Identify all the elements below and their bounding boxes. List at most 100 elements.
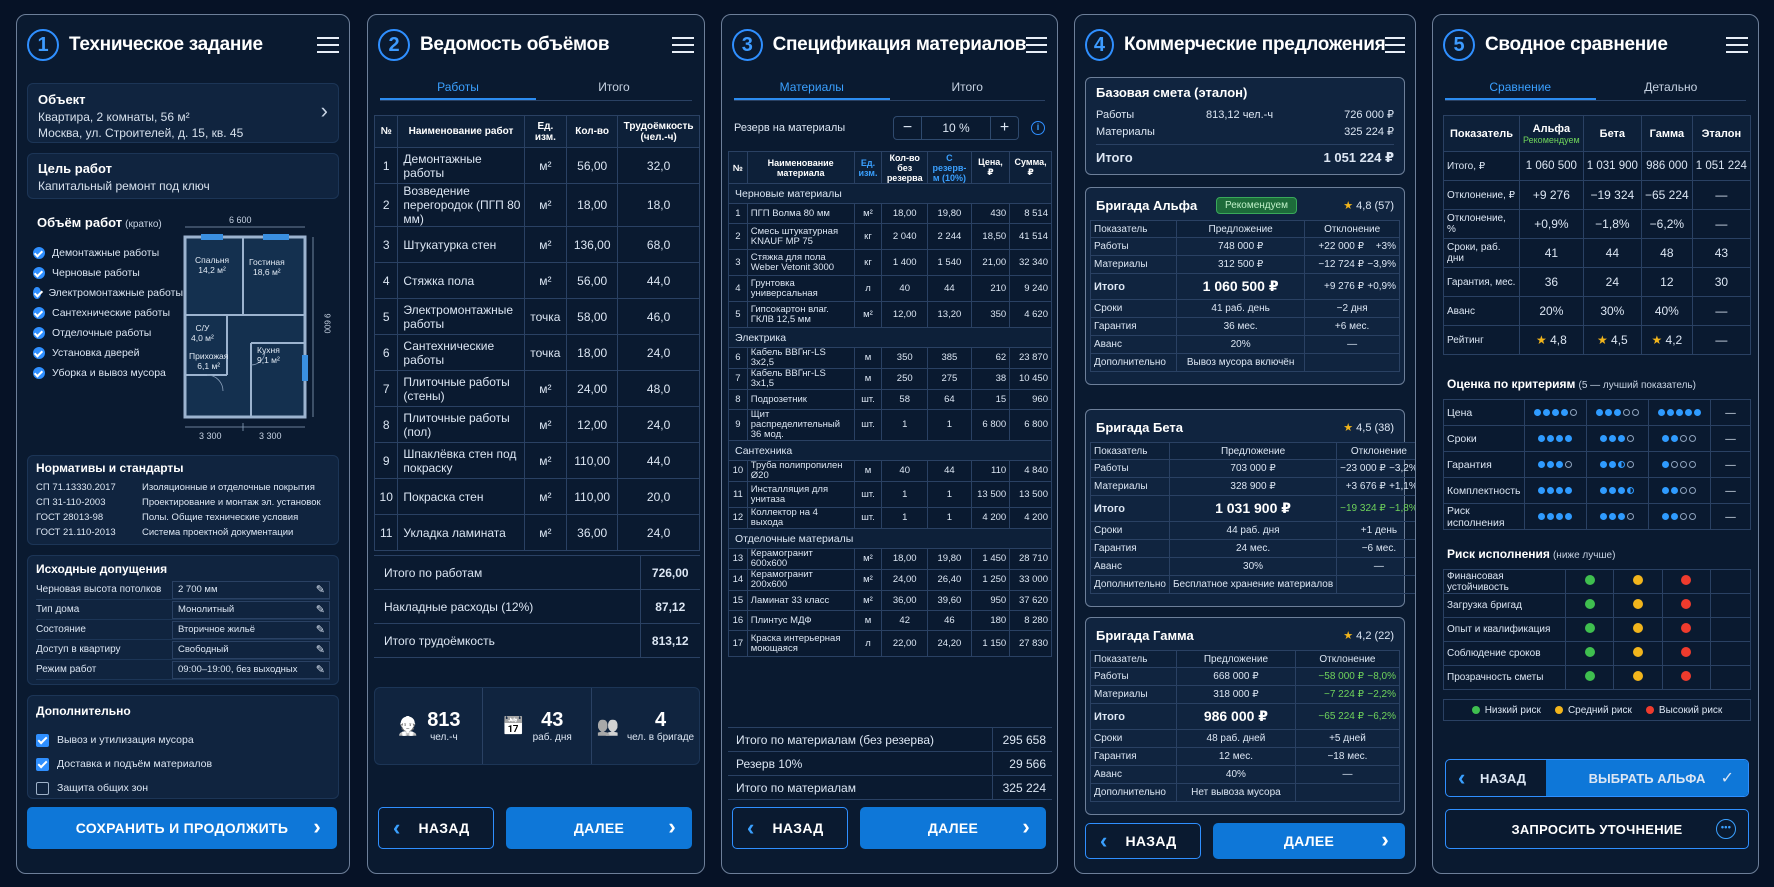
risk-indicator-icon [1681,599,1692,609]
menu-icon[interactable] [317,37,339,53]
request-clarification-button[interactable]: ЗАПРОСИТЬ УТОЧНЕНИЕ ••• [1445,809,1749,849]
table-row: Гарантия 12 мес. −18 мес. [1090,747,1401,766]
pencil-icon[interactable]: ✎ [315,583,325,596]
brigade-card[interactable]: Бригада Альфа Рекомендуем ★ 4,8 (57) Показат… [1085,187,1405,385]
scope-item: Демонтажные работы [33,243,183,263]
menu-icon[interactable] [1385,37,1405,53]
menu-icon[interactable] [672,37,694,53]
score-dots [1523,503,1587,530]
column-header: № [728,151,748,184]
assumptions-card: Исходные допущения Черновая высота потол… [27,555,339,685]
table-row: 4 Стяжка пола м² 56,00 44,0 [373,262,700,299]
assumptions-label: Исходные допущения [36,562,168,576]
plan-room: Прихожая 6,1 м² [189,351,229,371]
table-row: Работы 748 000 ₽ +22 000 ₽ +3% [1090,237,1400,256]
extra-option[interactable]: Доставка и подъём материалов [36,752,330,776]
score-dots [1647,451,1712,478]
table-row: 1 Демонтажные работы м² 56,00 32,0 [373,147,700,184]
back-button[interactable]: ‹ НАЗАД [378,807,494,849]
pencil-icon[interactable]: ✎ [315,643,325,656]
score-dots [1647,425,1712,452]
tab-compare[interactable]: Сравнение [1445,75,1596,100]
checkbox-checked-icon[interactable] [36,757,49,771]
table-header-row: № Наименование материала Ед. изм. Кол-во бе… [728,151,1052,184]
table-row: 10 Покраска стен м² 110,00 20,0 [373,478,700,515]
pencil-icon[interactable]: ✎ [315,663,325,676]
table-row: Отклонение, ₽ +9 276 −19 324 −65 224— [1443,180,1752,210]
stat-block: 📅 43 раб. дня [483,688,592,764]
chevron-right-icon: › [313,814,321,839]
info-icon[interactable]: i [1031,121,1045,135]
reserve-minus-button[interactable]: − [894,117,922,139]
table-row: Отклонение, % +0,9% −1,8% −6,2% — [1443,209,1752,239]
table-header-row: № Наименование работ Ед. изм. Кол-во Трудоём… [373,115,700,148]
menu-icon[interactable] [1026,37,1047,53]
risk-indicator-icon [1632,599,1643,609]
screen-header: 2 Ведомость объёмов [378,25,694,65]
tab-details[interactable]: Детально [1644,80,1698,94]
table-row: 5 Гипсокартон влаг. ГКЛВ 12,5 мм м² 12,00 13… [728,301,1052,328]
column-header: Цена, ₽ [970,151,1011,184]
next-button[interactable]: ДАЛЕЕ › [1213,823,1405,859]
back-button[interactable]: ‹ НАЗАД [732,807,848,849]
table-row: 8 Плиточные работы (пол) м² 12,00 24,0 [373,406,700,443]
checkbox-empty-icon[interactable] [36,781,49,795]
rating: ★ 4,8 (57) [1343,199,1394,212]
risk-indicator-icon [1681,647,1692,657]
reserve-plus-button[interactable]: + [990,117,1018,139]
checkbox-checked-icon[interactable] [36,733,49,747]
total-row: Итого 1 060 500 ₽ +9 276 ₽ +0,9% [1090,273,1400,300]
assumption-field[interactable]: Свободный ✎ [172,640,330,659]
floor-plan: 6 600 9 600 3 300 3 300 Спальня 14,2 м² Го… [177,215,345,445]
screen-header: 3 Спецификация материалов [732,25,1047,65]
reserve-value[interactable]: 10 % [942,121,970,135]
choose-alpha-button[interactable]: ВЫБРАТЬ АЛЬФА ✓ [1546,760,1748,796]
legend-item: Низкий риск [1471,705,1541,716]
next-button[interactable]: ДАЛЕЕ › [506,807,692,849]
floor-plan-drawing [183,226,314,431]
tab-materials[interactable]: Материалы [734,75,890,100]
table-row: Дополнительно Вывоз мусора включён [1090,353,1400,372]
back-button[interactable]: ‹ НАЗАД [1458,765,1527,790]
extra-option[interactable]: Вывоз и утилизация мусора [36,728,330,752]
tab-total[interactable]: Итого [598,80,630,94]
brigade-card[interactable]: Бригада Бета ★ 4,5 (38) Показатель Предложен… [1085,409,1415,607]
pencil-icon[interactable]: ✎ [315,623,325,636]
action-bar: ‹ НАЗАД ВЫБРАТЬ АЛЬФА ✓ [1445,759,1749,797]
table-row: 3 Штукатурка стен м² 136,00 68,0 [373,226,700,263]
assumption-field[interactable]: Монолитный ✎ [172,600,330,619]
column-header: Эталон [1691,115,1752,152]
scope-list: Демонтажные работы Черновые работы Электро… [33,243,183,383]
assumption-field[interactable]: 09:00–19:00, без выходных ✎ [172,660,330,679]
back-button[interactable]: ‹ НАЗАД [1085,823,1201,859]
tab-works[interactable]: Работы [380,75,536,100]
risk-indicator-icon [1632,623,1643,633]
table-row: 2 Возведение перегородок (ПГП 80 мм) м² 18,… [373,183,700,227]
assumption-row: Тип дома Монолитный ✎ [36,600,330,620]
risk-indicator-icon [1584,623,1595,633]
extra-option[interactable]: Защита общих зон [36,776,330,800]
assumption-field[interactable]: Вторичное жильё ✎ [172,620,330,639]
pencil-icon[interactable]: ✎ [315,603,325,616]
object-label: Объект [38,92,86,107]
screen-title: Сводное сравнение [1485,34,1668,55]
object-card[interactable]: Объект Квартира, 2 комнаты, 56 м² Москва… [27,83,339,143]
menu-icon[interactable] [1726,37,1748,53]
column-header: С резерв-м (10%) [927,151,972,184]
assumption-field[interactable]: 2 700 мм ✎ [172,580,330,599]
score-dots [1585,477,1649,504]
brigade-card[interactable]: Бригада Гамма ★ 4,2 (22) Показатель Предложе… [1085,617,1405,815]
table-row: 15 Ламинат 33 класс м² 36,00 39,60 950 37 620 [728,590,1052,611]
score-dots [1585,425,1649,452]
tab-total[interactable]: Итого [951,80,983,94]
table-row: 1 ПГП Волма 80 мм м² 18,00 19,80 430 8 514 [728,203,1052,224]
save-continue-button[interactable]: СОХРАНИТЬ И ПРОДОЛЖИТЬ › [27,807,337,849]
total-row: Резерв 10% 29 566 [728,751,1052,776]
scope-item: Установка дверей [33,343,183,363]
next-button[interactable]: ДАЛЕЕ › [860,807,1046,849]
plan-width-label: 6 600 [229,215,252,225]
table-row: Работы 668 000 ₽ −58 000 ₽ −8,0% [1090,667,1401,686]
norm-row: СП 71.13330.2017 Изоляционные и отделочны… [36,482,315,493]
object-line1: Квартира, 2 комнаты, 56 м² [38,110,190,124]
scope-item: Сантехнические работы [33,303,183,323]
